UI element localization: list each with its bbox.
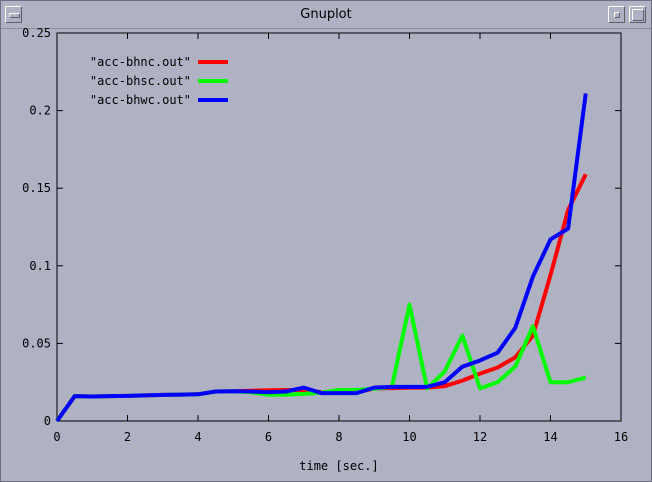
x-tick-label: 6	[265, 430, 272, 444]
series-line-1	[55, 173, 588, 423]
y-tick-label: 0.15	[22, 181, 51, 195]
title-bar[interactable]: Gnuplot	[1, 1, 651, 29]
x-tick-label: 2	[124, 430, 131, 444]
y-tick-label: 0.05	[22, 336, 51, 350]
y-tick-label: 0	[44, 414, 51, 428]
x-tick-label: 14	[543, 430, 557, 444]
minimize-icon	[614, 12, 620, 18]
x-tick-label: 0	[53, 430, 60, 444]
legend-label-2: "acc-bhsc.out"	[90, 74, 191, 88]
maximize-button[interactable]	[629, 6, 646, 23]
legend-label-3: "acc-bhwc.out"	[90, 93, 191, 107]
x-tick-label: 4	[194, 430, 201, 444]
x-axis-label: time [sec.]	[299, 459, 378, 473]
x-tick-label: 8	[335, 430, 342, 444]
maximize-icon	[632, 9, 644, 21]
x-tick-label: 12	[473, 430, 487, 444]
x-tick-label: 10	[402, 430, 416, 444]
x-tick-label: 16	[614, 430, 628, 444]
menu-bar-icon	[9, 13, 20, 18]
y-tick-label: 0.2	[29, 104, 51, 118]
y-tick-label: 0.25	[22, 26, 51, 40]
y-tick-label: 0.1	[29, 259, 51, 273]
plot-frame	[56, 32, 622, 422]
series-line-3	[55, 93, 588, 423]
minimize-button[interactable]	[608, 6, 625, 23]
window-title: Gnuplot	[300, 7, 352, 22]
window-menu-button[interactable]	[5, 6, 22, 23]
legend-label-1: "acc-bhnc.out"	[90, 55, 191, 69]
